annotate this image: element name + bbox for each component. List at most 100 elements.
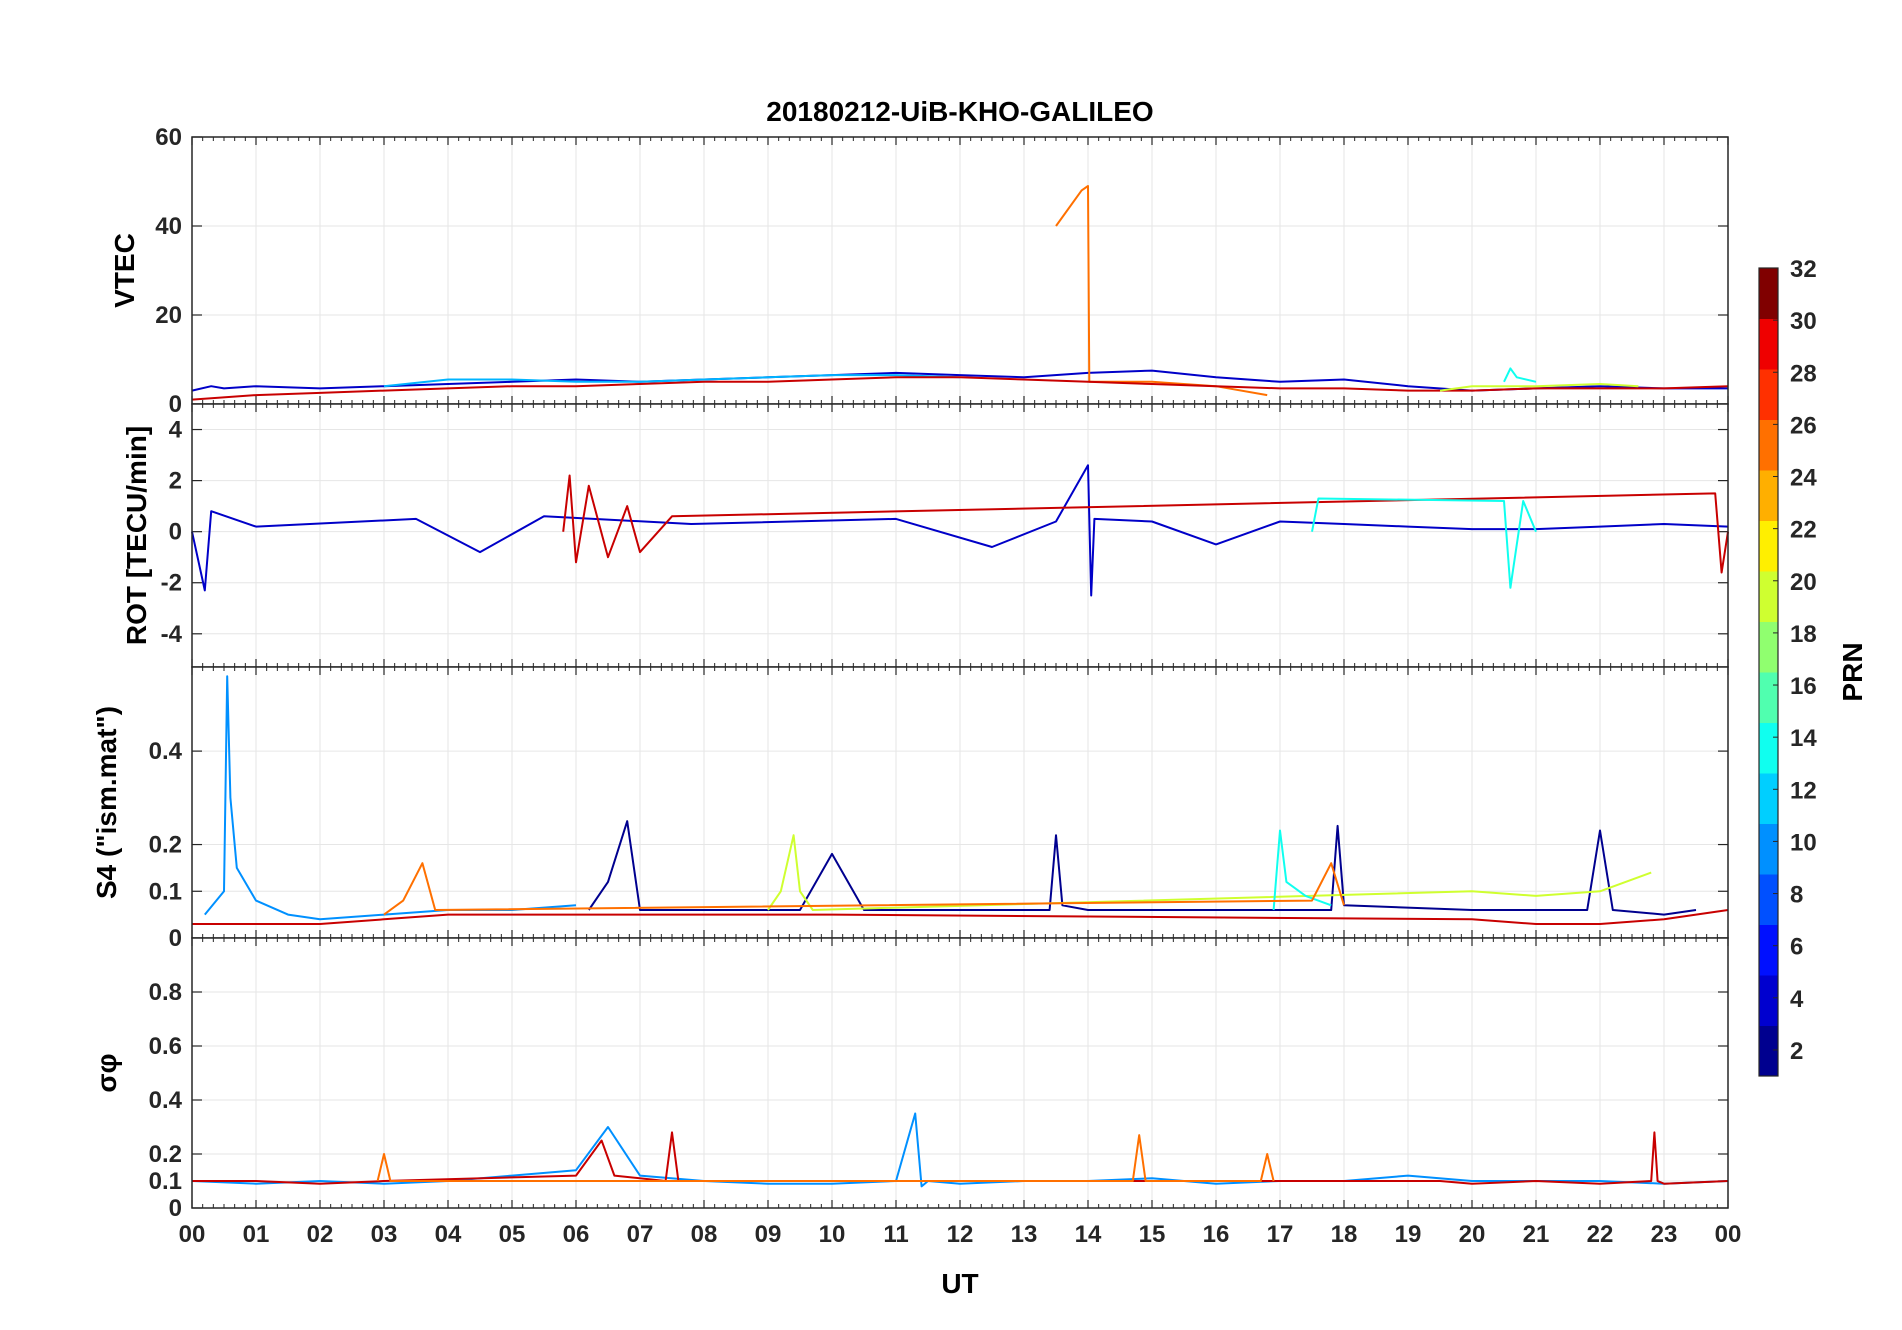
colorbar-box [1758,267,1779,1077]
x-tick-label: 17 [1267,1221,1294,1248]
x-tick-label: 07 [627,1221,654,1248]
colorbar-tick-label: 6 [1790,934,1803,961]
colorbar-segment [1759,318,1778,370]
colorbar-tick-label: 20 [1790,569,1817,596]
colorbar-segment [1759,823,1778,875]
colorbar-tick-label: 16 [1790,673,1817,700]
x-tick-label: 10 [819,1221,846,1248]
y-tick-label: -4 [161,621,183,648]
x-tick-label: 02 [307,1221,334,1248]
colorbar-label: PRN [1837,642,1868,701]
y-tick-label: 4 [169,417,183,444]
y-axis-label: VTEC [109,233,140,308]
y-tick-label: 40 [155,213,182,240]
x-tick-label: 01 [243,1221,270,1248]
colorbar-segment [1759,520,1778,572]
x-tick-label: 15 [1139,1221,1166,1248]
series-line [376,1134,1275,1182]
colorbar-tick-label: 22 [1790,517,1817,544]
panel-3: 0 0.1 0.2 0.4 S4 ("ism.mat") [91,666,1729,952]
series-line [1439,383,1639,392]
colorbar-segment [1759,773,1778,824]
x-tick-label: 00 [1715,1221,1742,1248]
panel-4: 00.10.2 0.4 0.6 0.8 σφ [91,937,1729,1222]
series-line [191,376,1729,401]
y-tick-label: 0 [169,1195,182,1222]
y-tick-label: 0.2 [149,832,182,859]
colorbar-segment [1759,924,1778,976]
colorbar-segment [1759,268,1778,319]
colorbar-tick-label: 12 [1790,777,1817,804]
x-tick-label: 18 [1331,1221,1358,1248]
series-line [767,834,1652,911]
x-tick-label: 23 [1651,1221,1678,1248]
x-tick-label: 16 [1203,1221,1230,1248]
x-tick-label: 19 [1395,1221,1422,1248]
x-tick-label: 06 [563,1221,590,1248]
x-tick-label: 20 [1459,1221,1486,1248]
colorbar-tick-label: 30 [1790,308,1817,335]
colorbar-tick-label: 18 [1790,621,1817,648]
y-axis-label: S4 ("ism.mat") [91,706,122,899]
y-tick-label: 2 [169,468,182,495]
series-line [192,909,1729,925]
colorbar-tick-label: 4 [1790,986,1804,1013]
colorbar-tick-label: 2 [1790,1038,1803,1065]
colorbar-segment [1759,621,1778,673]
y-tick-label: 0 [169,391,182,418]
series-line [383,862,1345,916]
y-tick-label: 0.4 [149,1087,183,1114]
y-tick-label: 20 [155,302,182,329]
x-tick-label: 13 [1011,1221,1038,1248]
colorbar-segment [1759,874,1778,925]
y-tick-label: 0.2 [149,1141,182,1168]
y-tick-label: 0.1 [149,1168,182,1195]
x-tick-label: 03 [371,1221,398,1248]
x-axis-label: UT [941,1268,978,1299]
y-tick-label: 0.8 [149,979,182,1006]
series-line [191,464,1729,597]
y-axis-label: ROT [TECU/min] [121,426,152,645]
colorbar-tick-label: 8 [1790,882,1803,909]
x-tick-label: 04 [435,1221,462,1248]
panel-1: 0 20 40 60 VTEC [109,124,1729,418]
x-tick-label: 21 [1523,1221,1550,1248]
panel-2: -4 -2 0 2 4 ROT [TECU/min] [121,403,1729,668]
x-tick-label: 14 [1075,1221,1102,1248]
colorbar-tick-label: 32 [1790,256,1817,283]
x-tick-label: 22 [1587,1221,1614,1248]
y-tick-label: 0 [169,925,182,952]
series-line [1272,829,1332,911]
series-line [1311,497,1537,589]
colorbar-tick-label: 14 [1790,725,1817,752]
series-line [383,374,961,388]
series-line [587,820,1697,916]
colorbar-segment [1759,722,1778,774]
colorbar-segment [1759,672,1778,723]
y-tick-label: 0.6 [149,1033,182,1060]
y-axis-label: σφ [91,1053,122,1092]
colorbar-tick-label: 28 [1790,360,1817,387]
colorbar-segment [1759,1025,1778,1077]
y-tick-label: 0.1 [149,878,182,905]
colorbar-segment [1759,419,1778,471]
colorbar-segment [1759,975,1778,1026]
y-tick-label: 0.4 [149,738,183,765]
series-line [1503,367,1537,383]
colorbar-segment [1759,470,1778,521]
x-tick-label: 08 [691,1221,718,1248]
colorbar-segment [1759,369,1778,420]
y-tick-label: -2 [161,570,182,597]
y-tick-label: 0 [169,519,182,546]
y-tick-label: 60 [155,124,182,151]
x-tick-label: 09 [755,1221,782,1248]
series-line [562,474,1729,574]
axes-box [191,937,1729,1209]
x-tick-label: 05 [499,1221,526,1248]
colorbar-tick-label: 24 [1790,465,1817,492]
colorbar-tick-label: 26 [1790,412,1817,439]
x-tick-label: 00 [179,1221,206,1248]
